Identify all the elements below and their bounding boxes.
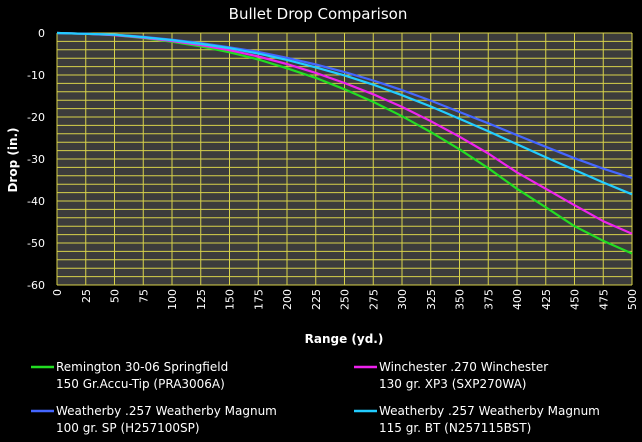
x-tick-label: 450 — [569, 289, 582, 310]
x-axis: 0 25 50 75 100 125 150 175 200 225 250 275 300 325 350… — [51, 289, 639, 310]
y-axis-label: Drop (in.) — [6, 127, 20, 192]
series-line-4 — [56, 31, 633, 196]
x-tick-label: 325 — [425, 289, 438, 310]
x-axis-label: Range (yd.) — [305, 332, 384, 346]
y-tick-label: -30 — [27, 153, 45, 166]
grid-lines — [56, 32, 633, 286]
x-tick-label: 425 — [540, 289, 553, 310]
y-tick-label: -60 — [27, 279, 45, 292]
x-tick-label: 225 — [310, 289, 323, 310]
legend-label-line2: 115 gr. BT (N257115BST) — [379, 421, 531, 435]
x-tick-label: 200 — [281, 289, 294, 310]
x-tick-label: 125 — [195, 289, 208, 310]
x-tick-label: 25 — [80, 289, 93, 303]
x-tick-label: 475 — [597, 289, 610, 310]
legend-label-line2: 100 gr. SP (H257100SP) — [56, 421, 200, 435]
x-tick-label: 0 — [51, 289, 64, 296]
y-tick-label: -20 — [27, 111, 45, 124]
legend-label-line1: Remington 30-06 Springfield — [56, 360, 228, 374]
y-tick-label: 0 — [38, 27, 45, 40]
x-tick-label: 50 — [109, 289, 122, 303]
x-tick-label: 375 — [482, 289, 495, 310]
legend-label-line1: Weatherby .257 Weatherby Magnum — [379, 404, 600, 418]
x-tick-label: 400 — [511, 289, 524, 310]
x-tick-label: 275 — [367, 289, 380, 310]
x-tick-label: 75 — [137, 289, 150, 303]
legend-label-line2: 130 gr. XP3 (SXP270WA) — [379, 377, 526, 391]
y-axis: 0 -10 -20 -30 -40 -50 -60 — [27, 27, 45, 292]
x-tick-label: 150 — [224, 289, 237, 310]
y-tick-label: -40 — [27, 195, 45, 208]
x-tick-label: 250 — [339, 289, 352, 310]
legend-label-line1: Weatherby .257 Weatherby Magnum — [56, 404, 277, 418]
series-layer — [56, 31, 633, 255]
y-tick-label: -50 — [27, 237, 45, 250]
x-tick-label: 500 — [626, 289, 639, 310]
legend-label-line1: Winchester .270 Winchester — [379, 360, 548, 374]
x-tick-label: 175 — [252, 289, 265, 310]
x-tick-label: 350 — [454, 289, 467, 310]
chart-title: Bullet Drop Comparison — [229, 5, 408, 23]
x-tick-label: 100 — [166, 289, 179, 310]
y-tick-label: -10 — [27, 69, 45, 82]
legend-label-line2: 150 Gr.Accu-Tip (PRA3006A) — [56, 377, 225, 391]
x-tick-label: 300 — [396, 289, 409, 310]
legend: Remington 30-06 Springfield 150 Gr.Accu-T… — [31, 360, 600, 435]
